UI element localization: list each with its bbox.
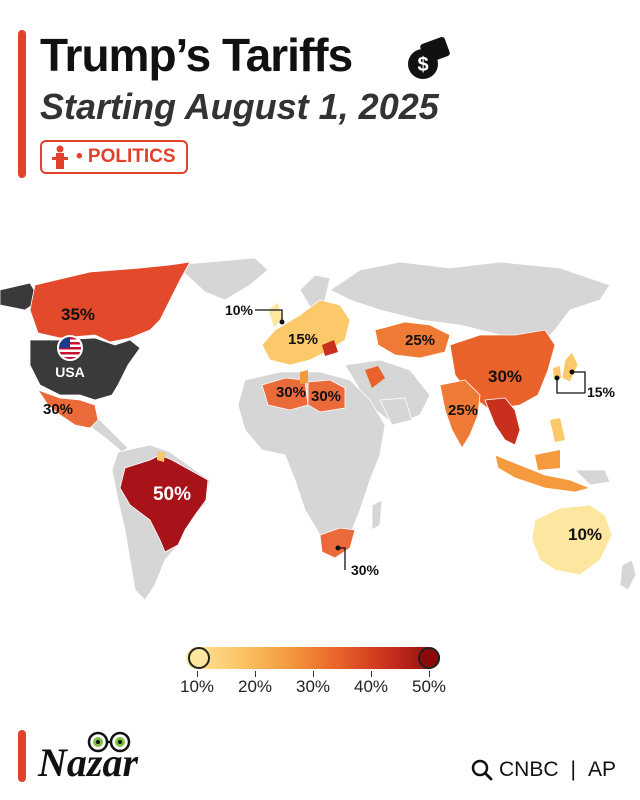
label-china: 30% (488, 367, 522, 386)
money-bag-icon: $ (404, 34, 454, 82)
source-ap: AP (587, 758, 616, 781)
japan-shape (561, 351, 579, 383)
eu-leader-line (255, 309, 283, 322)
legend-max-cap (418, 647, 440, 669)
usa-flag-icon (57, 335, 83, 361)
madagascar-shape (371, 499, 383, 531)
label-kazakhstan: 25% (405, 332, 435, 349)
legend-tick-label: 10% (179, 677, 215, 696)
uk-shape (267, 301, 284, 329)
search-icon (471, 759, 493, 781)
indonesia-shape (494, 454, 592, 493)
label-australia: 10% (568, 525, 602, 544)
papua-shape (574, 469, 611, 486)
category-badge[interactable]: • POLITICS (40, 140, 188, 174)
brazil-shape (119, 454, 209, 553)
japan-leader-line (572, 371, 586, 393)
arabia-shape (379, 397, 413, 426)
korea-leader-line (556, 378, 585, 394)
iraq-shape (365, 366, 385, 388)
label-mexico: 30% (43, 401, 73, 418)
legend-tick-label: 50% (411, 677, 447, 696)
legend-tick (429, 671, 430, 677)
label-libya: 30% (311, 388, 341, 405)
legend-tick (197, 671, 198, 677)
label-algeria: 30% (276, 384, 306, 401)
libya-shape (307, 379, 346, 413)
philippines-shape (550, 418, 565, 442)
label-brazil: 50% (153, 484, 191, 505)
world-tariff-map: 35% USA 30% 50% 10% 15% 30% 30% 25% 30% … (0, 240, 640, 610)
page-subtitle: Starting August 1, 2025 (40, 86, 439, 127)
nazar-logo: Nazar (36, 728, 156, 788)
label-canada: 35% (61, 305, 95, 324)
south-africa-shape (319, 527, 356, 559)
category-badge-label: • POLITICS (76, 146, 176, 167)
legend-min-cap (188, 647, 210, 669)
label-usa: USA (55, 364, 85, 380)
legend-tick (371, 671, 372, 677)
balkans-shape (322, 340, 338, 356)
guyana-shape (157, 452, 165, 462)
label-europe: 15% (288, 331, 318, 348)
label-eu-uk: 10% (225, 302, 254, 318)
source-cnbc: CNBC (499, 758, 559, 781)
header-accent-bar (18, 30, 26, 178)
tariff-color-legend: 10% 20% 30% 40% 50% (180, 645, 446, 705)
eyeglasses-icon (87, 731, 131, 753)
new-zealand-shape (619, 559, 637, 591)
australia-shape (531, 504, 613, 576)
mexico-shape (36, 389, 99, 429)
tunisia-shape (300, 370, 308, 384)
label-india: 25% (448, 402, 478, 419)
legend-gradient-bar (186, 647, 440, 669)
kazakhstan-shape (374, 321, 451, 359)
label-japan: 15% (587, 384, 616, 400)
legend-tick-label: 40% (353, 677, 389, 696)
canada-shape (29, 261, 191, 343)
myanmar-shape (484, 397, 521, 446)
africa-shape (237, 371, 386, 536)
legend-tick (313, 671, 314, 677)
india-shape (439, 379, 481, 449)
usa-shape (29, 337, 141, 401)
south-korea-shape (553, 366, 561, 379)
malaysia-shape (535, 450, 560, 470)
source-credits: CNBC | AP (471, 758, 616, 782)
greenland-shape (174, 257, 269, 301)
legend-tick-label: 30% (295, 677, 331, 696)
legend-tick-label: 20% (237, 677, 273, 696)
legend-tick (255, 671, 256, 677)
label-south-africa: 30% (351, 562, 380, 578)
footer-accent-bar (18, 730, 26, 782)
podium-speaker-icon (52, 145, 68, 169)
source-separator: | (570, 758, 576, 781)
eurasia-shape (329, 261, 611, 346)
page-title: Trump’s Tariffs (40, 29, 353, 81)
svg-text:$: $ (417, 54, 428, 76)
